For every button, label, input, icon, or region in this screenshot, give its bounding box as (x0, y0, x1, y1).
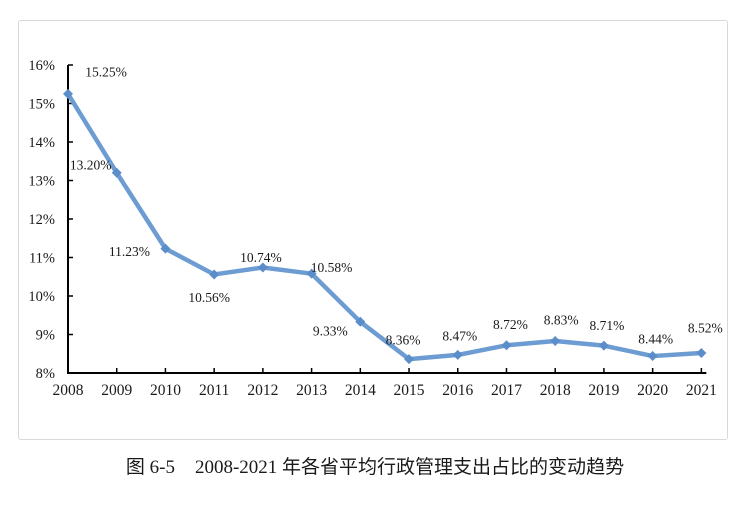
x-axis-tick-label: 2013 (296, 382, 327, 399)
data-point-label: 9.33% (313, 323, 348, 338)
y-axis-tick-label: 14% (28, 135, 55, 151)
chart-frame: 8% 9% 10% 11% 12% 13% 14% 15% 16% 2008 2009 2010 201… (18, 20, 728, 440)
data-point-marker (111, 167, 122, 178)
data-point-marker (404, 354, 415, 365)
data-point-label: 8.71% (589, 318, 624, 333)
y-axis-tick-label: 10% (28, 289, 55, 305)
y-axis-tick-label: 9% (36, 328, 55, 344)
data-series-line (65, 91, 704, 362)
x-axis-tick-label: 2019 (588, 382, 619, 399)
y-axis-tick-label: 12% (28, 212, 55, 228)
data-point-label: 15.25% (85, 64, 127, 79)
data-point-marker (257, 262, 268, 273)
x-axis-tick-label: 2008 (53, 382, 84, 399)
x-axis-tick-label: 2011 (199, 382, 229, 399)
y-axis-tick-label: 13% (28, 174, 55, 190)
data-point-label: 13.20% (70, 157, 112, 172)
data-point-marker (160, 243, 171, 254)
x-axis-tick-label: 2009 (101, 382, 132, 399)
y-axis-tick-label: 16% (28, 58, 55, 74)
data-point-marker (63, 88, 73, 99)
data-point-marker (696, 347, 707, 358)
x-axis-tick-label: 2021 (686, 382, 717, 399)
x-axis-tick-label: 2017 (491, 382, 522, 399)
data-point-label: 10.56% (188, 290, 230, 305)
figure-caption-label: 图 6-5 (125, 457, 175, 478)
y-axis-tick-label: 8% (36, 366, 55, 382)
y-axis-tick-label: 15% (28, 97, 55, 113)
x-axis-tick-label: 2020 (637, 382, 668, 399)
data-point-label: 11.23% (109, 244, 150, 259)
x-axis-tick-label: 2014 (345, 382, 376, 399)
y-axis-tick-label: 11% (29, 251, 55, 267)
data-point-label: 8.36% (386, 333, 421, 348)
data-point-label: 10.58% (311, 260, 353, 275)
data-point-label: 8.72% (493, 317, 528, 332)
data-point-marker (355, 316, 366, 327)
data-point-marker (452, 349, 463, 360)
x-axis-tick-label: 2010 (150, 382, 181, 399)
data-point-label: 10.74% (240, 250, 282, 265)
data-point-marker (598, 340, 609, 351)
data-point-marker (550, 336, 561, 347)
data-point-label: 8.47% (442, 328, 477, 343)
data-point-label: 8.44% (638, 332, 673, 347)
data-point-marker (306, 268, 317, 279)
x-axis-tick-label: 2012 (247, 382, 278, 399)
figure-caption-title: 2008-2021 年各省平均行政管理支出占比的变动趋势 (194, 457, 625, 478)
x-axis-tick-label: 2015 (394, 382, 425, 399)
data-point-label: 8.83% (544, 313, 579, 328)
data-point-marker (209, 269, 220, 280)
data-point-label: 8.52% (688, 320, 723, 335)
x-axis-tick-label: 2018 (540, 382, 571, 399)
line-chart: 8% 9% 10% 11% 12% 13% 14% 15% 16% 2008 2009 2010 201… (28, 58, 723, 399)
data-point-marker (647, 351, 658, 362)
data-point-marker (501, 340, 512, 351)
figure-caption: 图 6-5 2008-2021 年各省平均行政管理支出占比的变动趋势 (0, 452, 750, 479)
x-axis-tick-label: 2016 (442, 382, 473, 399)
